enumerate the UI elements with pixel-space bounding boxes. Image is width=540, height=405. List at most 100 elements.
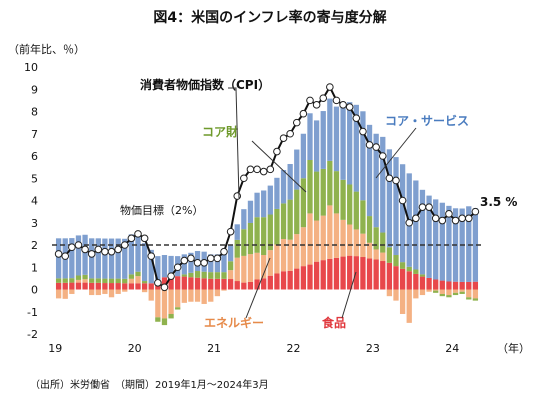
bar-core_goods [380, 232, 386, 253]
bar-core_goods [439, 293, 445, 297]
bar-energy [340, 219, 346, 257]
bar-core_goods [327, 160, 333, 206]
bar-core_goods [227, 261, 234, 271]
y-axis-ticks: -2 -1 0 1 2 3 4 5 6 7 8 9 10 [24, 61, 38, 341]
bar-core_goods [261, 217, 267, 256]
cpi-point [220, 247, 228, 256]
bar-food [466, 281, 472, 290]
bar-core_goods [307, 160, 313, 214]
cpi-point [74, 241, 83, 249]
bar-core_goods [452, 292, 459, 296]
bar-core_goods [472, 298, 479, 301]
bar-energy [419, 289, 426, 296]
cpi-point [306, 96, 314, 105]
bar-core_goods [201, 271, 207, 279]
bar-food [307, 264, 313, 290]
bar-core_services [472, 208, 479, 282]
cpi-point [392, 176, 400, 185]
bar-core_services [399, 164, 406, 263]
cpi-point [266, 165, 275, 174]
bar-food [446, 281, 452, 290]
bar-core_services [294, 149, 300, 190]
bar-energy [95, 289, 101, 296]
bar-energy [426, 289, 432, 292]
bar-core_services [360, 111, 366, 201]
x-axis-ticks: 19 20 21 22 23 24 [48, 342, 459, 355]
bar-energy [55, 289, 62, 299]
bar-core_services [327, 98, 333, 161]
annotation-core-services: コア・サービス [385, 113, 469, 128]
cpi-point [154, 279, 162, 287]
bar-energy [333, 213, 340, 258]
y-tick-label: 7 [31, 128, 38, 141]
bar-core_services [188, 252, 194, 273]
bar-food [333, 257, 340, 290]
bar-core_services [155, 256, 161, 283]
cpi-point [352, 114, 361, 122]
bar-energy [261, 255, 267, 279]
bar-core_goods [267, 214, 273, 251]
bar-food [433, 279, 439, 290]
bar-core_goods [373, 227, 379, 250]
bar-energy [227, 270, 234, 280]
bar-energy [62, 289, 68, 299]
source-note: （出所）米労働省 （期間）2019年1月～2024年3月 [30, 378, 269, 391]
bar-food [161, 277, 168, 290]
bar-energy [234, 257, 240, 282]
cpi-point [101, 247, 109, 256]
cpi-point [332, 96, 341, 105]
bar-food [280, 271, 287, 290]
cpi-point [451, 216, 460, 225]
bar-energy [254, 252, 260, 280]
bar-core_services [426, 195, 432, 278]
bar-food [459, 281, 465, 290]
bar-core_services [280, 170, 287, 204]
bar-core_goods [141, 281, 148, 284]
bar-core_services [433, 199, 439, 280]
bar-core_services [75, 235, 82, 276]
bar-core_goods [89, 278, 95, 283]
annotation-leaders [228, 87, 417, 319]
bar-food [201, 278, 207, 290]
bar-core_goods [181, 274, 187, 277]
bar-energy [175, 289, 181, 308]
bar-energy [313, 220, 320, 262]
cpi-point [458, 214, 466, 223]
bar-core_services [307, 113, 313, 161]
bar-core_services [333, 106, 340, 172]
bar-core_goods [175, 307, 181, 310]
bar-core_services [320, 111, 326, 169]
cpi-point [120, 241, 129, 249]
cpi-point [173, 263, 182, 272]
cpi-point [206, 254, 215, 263]
bar-energy [155, 289, 161, 318]
bar-core_services [102, 238, 108, 279]
bar-energy [108, 289, 115, 298]
cpi-point [418, 203, 427, 211]
bar-energy [287, 239, 293, 271]
x-tick-label: 21 [207, 342, 221, 355]
y-tick-label: 2 [31, 239, 38, 252]
y-tick-label: 10 [24, 61, 38, 74]
cpi-point [292, 118, 301, 127]
cpi-point [471, 207, 480, 216]
bar-energy [115, 289, 121, 294]
bar-core_services [95, 238, 101, 279]
bar-energy [360, 233, 366, 258]
bar-core_services [413, 180, 419, 270]
cpi-point [385, 174, 394, 183]
bar-core_goods [386, 247, 393, 263]
bar-core_services [208, 254, 214, 273]
bar-energy [161, 289, 168, 319]
cpi-point [240, 174, 248, 183]
bar-food [89, 282, 95, 290]
bar-food [287, 270, 293, 290]
bar-energy [89, 289, 95, 296]
bar-core_goods [247, 222, 254, 255]
cpi-point [160, 283, 169, 292]
bar-core_goods [399, 262, 406, 269]
bar-energy [386, 289, 393, 297]
cpi-point [273, 147, 281, 156]
cpi-point [226, 227, 235, 236]
bar-core_goods [115, 278, 121, 284]
